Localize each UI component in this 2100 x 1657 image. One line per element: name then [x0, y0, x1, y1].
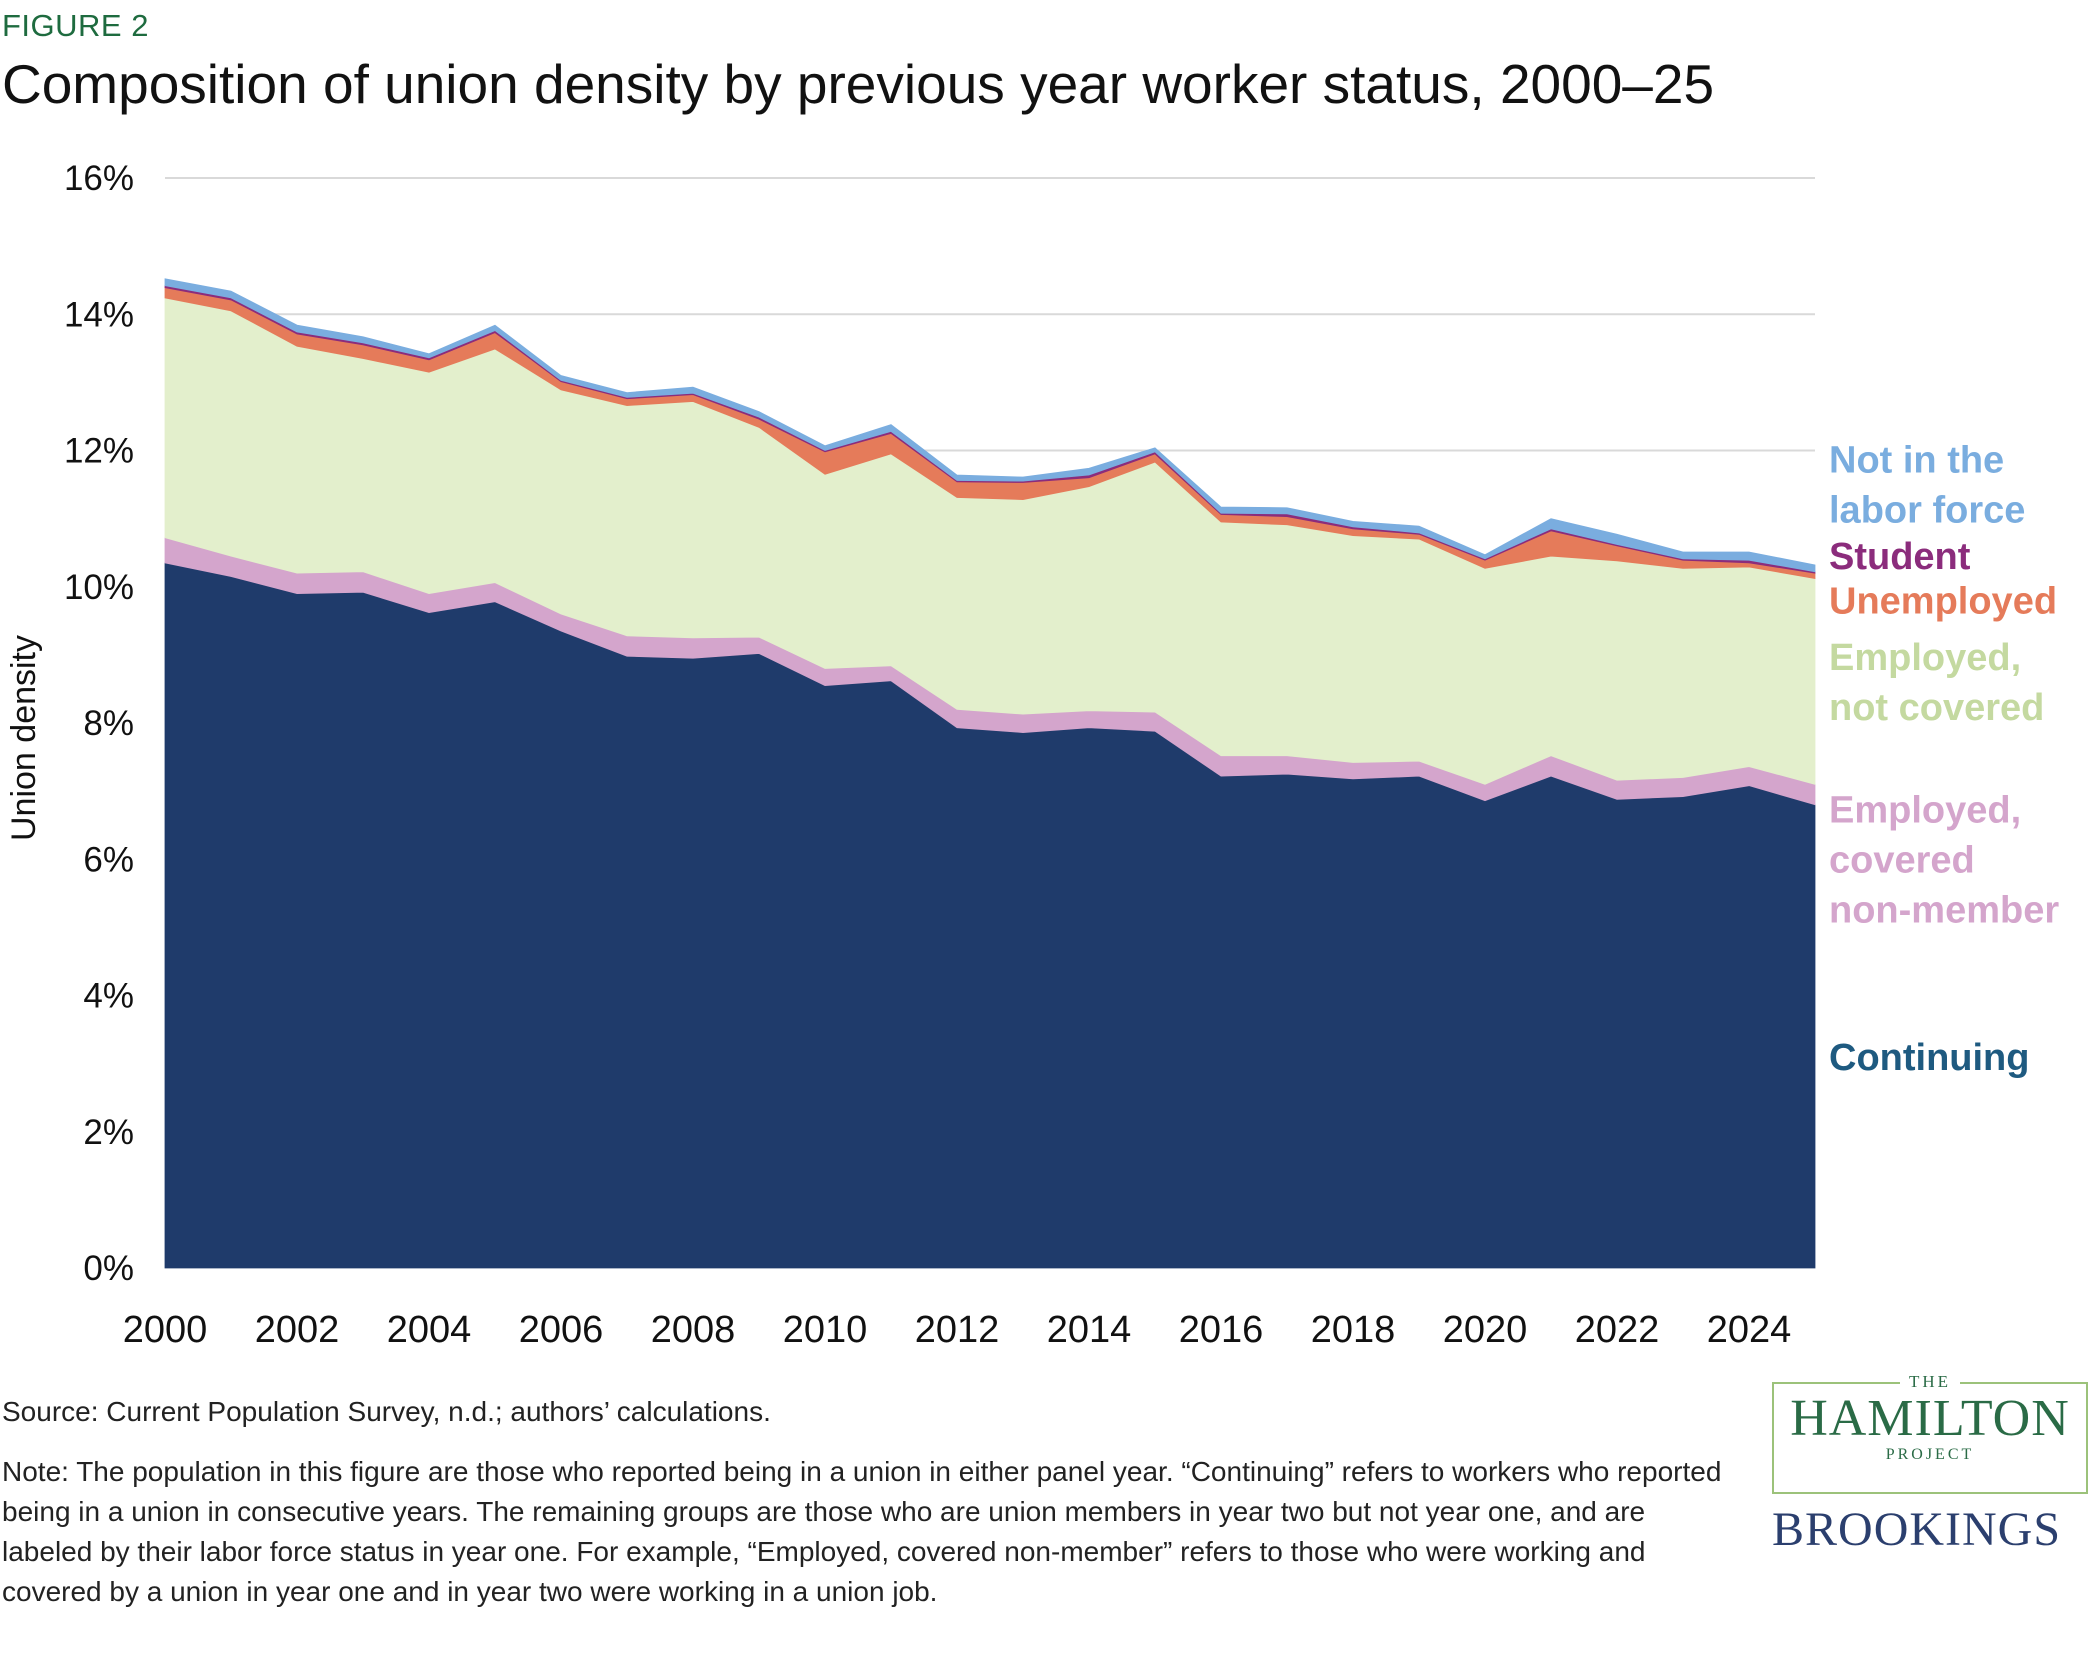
x-axis-ticks: 2000 2002 2004 2006 2008 2010 2012 2014 2016 2018… [123, 1309, 1792, 1351]
x-tick-label: 2020 [1443, 1309, 1528, 1351]
x-tick-label: 2016 [1179, 1309, 1264, 1351]
figure-label: FIGURE 2 [2, 8, 149, 43]
y-tick-label: 10% [64, 568, 134, 607]
y-tick-label: 0% [83, 1249, 134, 1288]
series-label-student: Student [1829, 536, 1971, 578]
chart-title: Composition of union density by previous… [2, 53, 1715, 115]
y-tick-label: 4% [83, 977, 134, 1016]
y-tick-label: 16% [64, 159, 134, 198]
series-label-employed-covered-non-member: Employed, covered non-member [1829, 789, 2059, 931]
x-tick-label: 2018 [1311, 1309, 1396, 1351]
x-tick-label: 2004 [387, 1309, 472, 1351]
stacked-area-chart: 0%2%4%6%8%10%12%14%16% 2000 2002 2004 2006 2… [5, 159, 2059, 1351]
x-tick-label: 2022 [1575, 1309, 1660, 1351]
y-tick-label: 14% [64, 295, 134, 334]
x-tick-label: 2012 [915, 1309, 1000, 1351]
series-label-unemployed: Unemployed [1829, 580, 2057, 622]
x-tick-label: 2008 [651, 1309, 736, 1351]
y-tick-label: 2% [83, 1113, 134, 1152]
y-tick-label: 8% [83, 704, 134, 743]
x-tick-label: 2010 [783, 1309, 868, 1351]
series-labels: Continuing Employed, covered non-member Empl… [1829, 440, 2059, 1079]
logo-project: PROJECT [1885, 1446, 1975, 1463]
y-tick-label: 6% [83, 840, 134, 879]
x-tick-label: 2024 [1707, 1309, 1792, 1351]
hamilton-project-logo: THE HAMILTON PROJECT [1772, 1372, 2088, 1494]
source-note: Source: Current Population Survey, n.d.;… [2, 1396, 771, 1427]
x-tick-label: 2002 [255, 1309, 340, 1351]
series-label-continuing: Continuing [1829, 1037, 2029, 1079]
brookings-logo: BROOKINGS [1772, 1503, 2062, 1556]
logo-hamilton: HAMILTON [1790, 1390, 2070, 1447]
series-label-employed-not-covered: Employed, not covered [1829, 637, 2044, 729]
y-axis-ticks: 0% 2% 4% 6% 8% 10% 12% 14% 16% [64, 159, 134, 1288]
x-tick-label: 2014 [1047, 1309, 1132, 1351]
area-not-in-the-labor-force [164, 278, 1816, 573]
x-tick-label: 2006 [519, 1309, 604, 1351]
y-axis-label: Union density [5, 635, 43, 841]
area-series [164, 278, 1816, 1269]
series-label-not-in-the-labor-force: Not in the labor force [1829, 440, 2025, 532]
y-tick-label: 12% [64, 432, 134, 471]
logo-the: THE [1900, 1372, 1960, 1392]
figure-note: Note: The population in this figure are … [2, 1456, 1722, 1607]
x-tick-label: 2000 [123, 1309, 208, 1351]
